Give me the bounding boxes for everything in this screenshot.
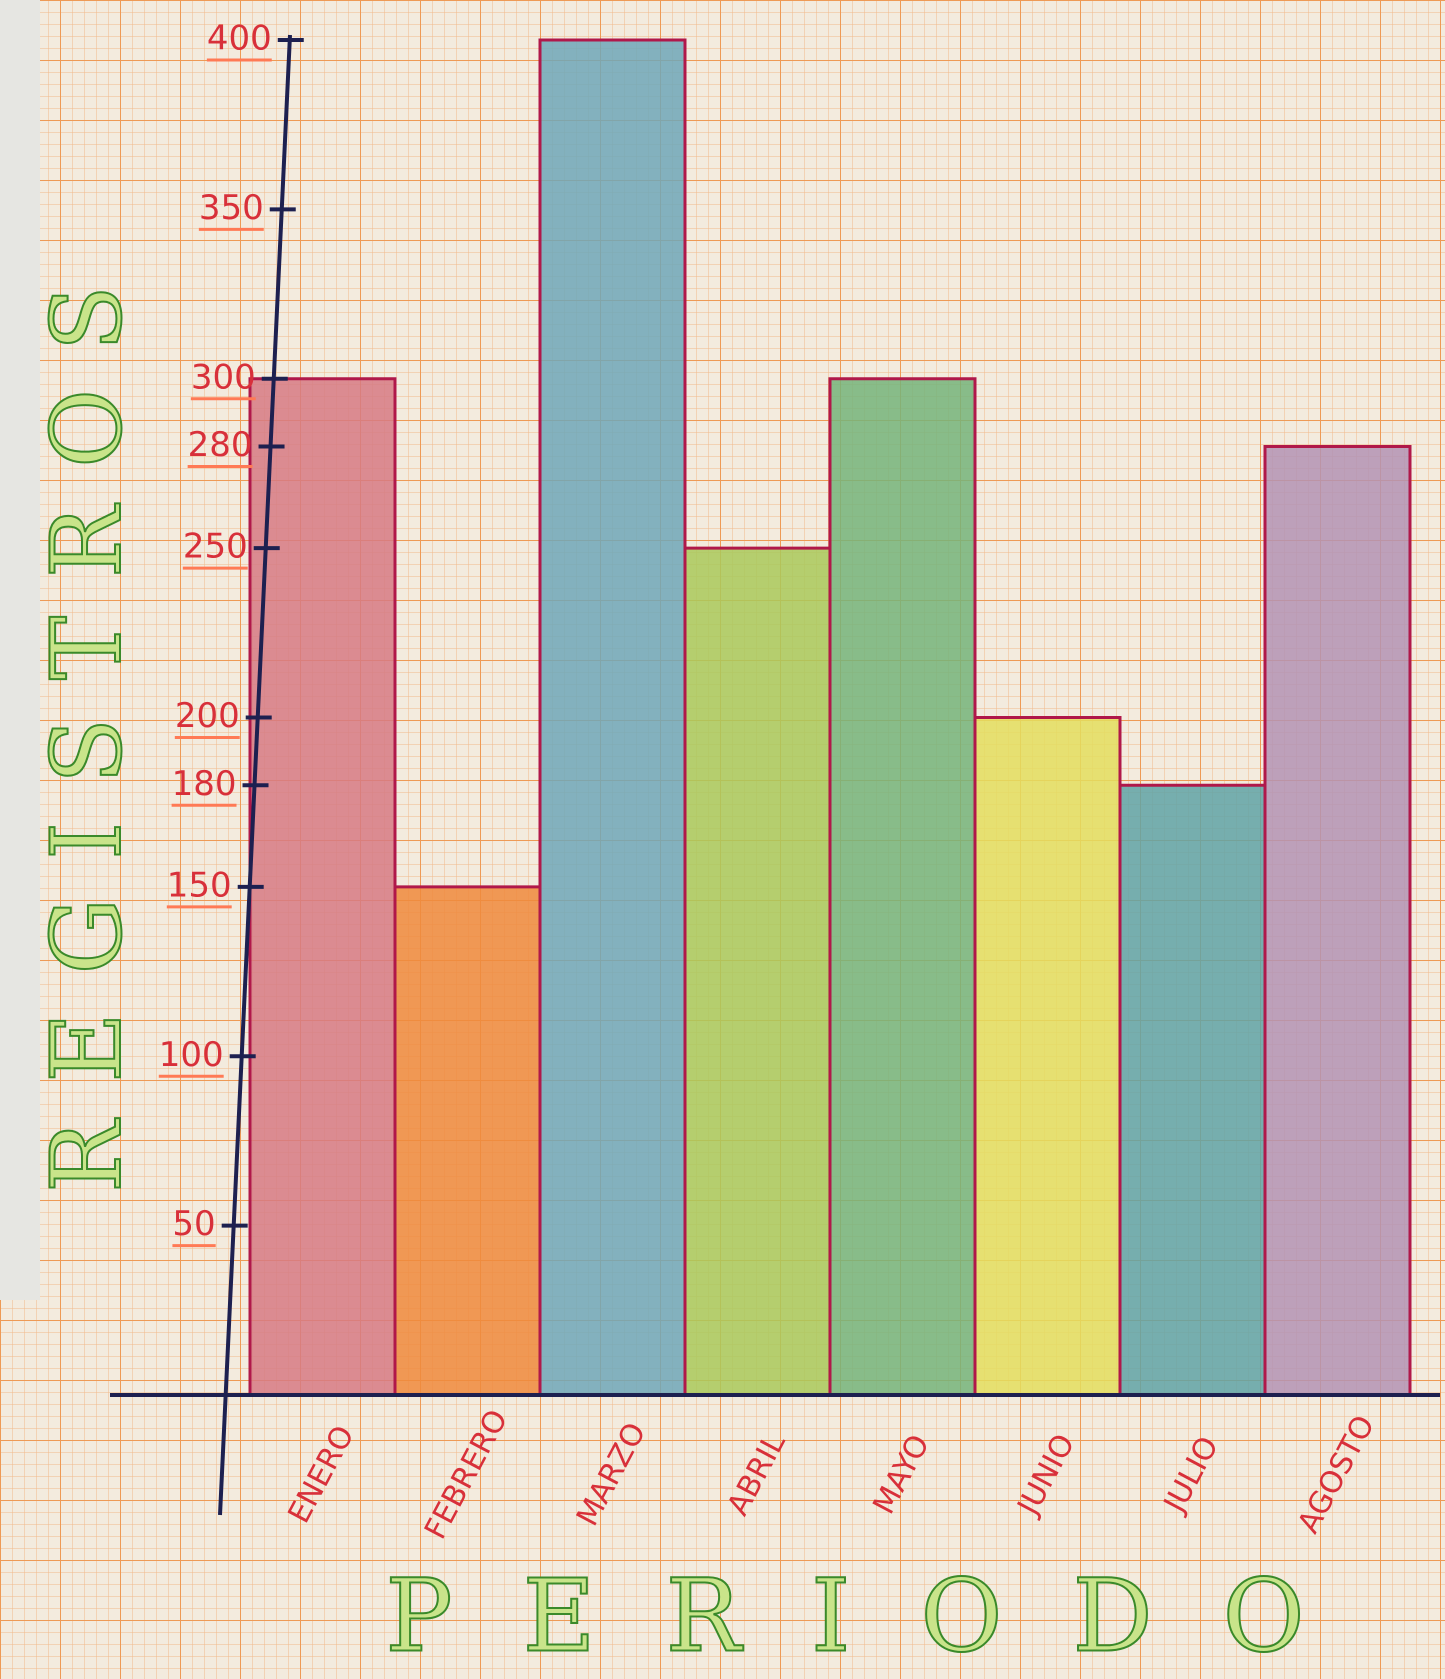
- bar: [538, 38, 687, 1397]
- y-tick-label: 180: [172, 764, 237, 804]
- y-tick-label: 400: [207, 19, 272, 59]
- y-tick-label: 280: [188, 425, 253, 465]
- y-tick-label: 50: [172, 1204, 215, 1244]
- bar: [683, 546, 832, 1397]
- y-tick-label: 300: [191, 357, 256, 397]
- y-tick-label: 350: [199, 188, 264, 228]
- bar: [1118, 783, 1267, 1397]
- y-axis-title: REGISTROS: [31, 247, 143, 1193]
- bar: [248, 377, 397, 1397]
- bar: [1263, 445, 1412, 1397]
- x-axis-title: PERIODO: [385, 1558, 1374, 1675]
- y-tick-label: 200: [175, 696, 240, 736]
- y-tick-label: 150: [167, 865, 232, 905]
- y-tick-label: 100: [159, 1035, 224, 1075]
- bar: [973, 716, 1122, 1397]
- y-tick-label: 250: [183, 527, 248, 567]
- y-axis: [218, 34, 292, 1516]
- bar: [828, 377, 977, 1397]
- bar: [393, 885, 542, 1397]
- page-edge: [0, 0, 40, 1300]
